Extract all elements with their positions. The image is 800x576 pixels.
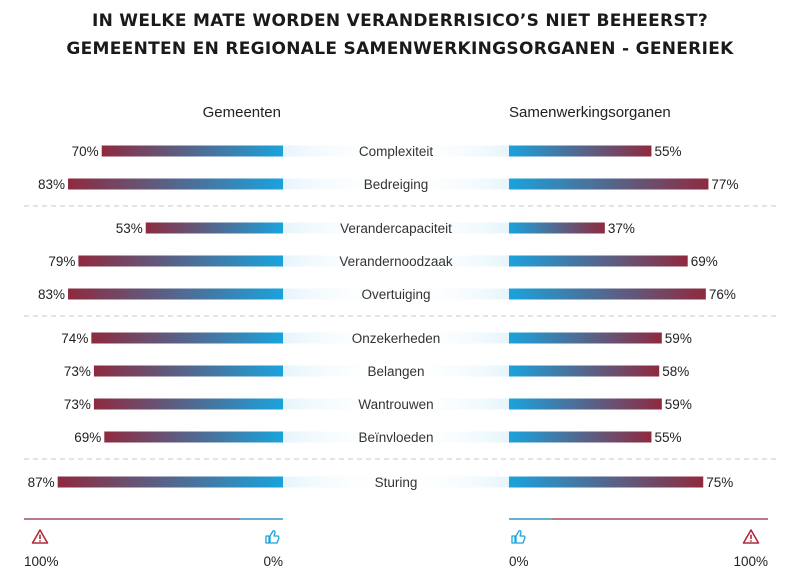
value-label-samenwerkingsorganen: 75%	[706, 475, 733, 490]
bar-gemeenten	[91, 332, 283, 344]
value-label-gemeenten: 69%	[74, 430, 101, 445]
bar-gemeenten	[78, 255, 283, 267]
row-band	[283, 145, 509, 157]
row-band	[283, 222, 509, 234]
value-label-samenwerkingsorganen: 77%	[711, 177, 738, 192]
category-label: Sturing	[375, 475, 418, 490]
bar-gemeenten	[101, 145, 283, 157]
value-label-gemeenten: 70%	[72, 144, 99, 159]
category-label: Complexiteit	[359, 144, 434, 159]
bar-samenwerkingsorganen	[509, 288, 706, 300]
row-band	[283, 255, 509, 267]
value-label-samenwerkingsorganen: 59%	[665, 331, 692, 346]
axis-label-left-min: 0%	[263, 554, 283, 569]
category-label: Overtuiging	[361, 287, 430, 302]
category-label: Beïnvloeden	[358, 430, 433, 445]
row-band	[283, 178, 509, 190]
value-label-gemeenten: 87%	[28, 475, 55, 490]
category-label: Belangen	[367, 364, 424, 379]
row-band	[283, 365, 509, 377]
bar-samenwerkingsorganen	[509, 365, 660, 377]
category-label: Bedreiging	[364, 177, 429, 192]
axis-label-left-max: 100%	[24, 554, 59, 569]
value-label-gemeenten: 83%	[38, 287, 65, 302]
axis-label-right-max: 100%	[733, 554, 768, 569]
row-band	[283, 288, 509, 300]
row-band	[283, 431, 509, 443]
bar-gemeenten	[57, 476, 283, 488]
axis-label-right-min: 0%	[509, 554, 529, 569]
value-label-gemeenten: 79%	[48, 254, 75, 269]
value-label-samenwerkingsorganen: 59%	[665, 397, 692, 412]
value-label-samenwerkingsorganen: 55%	[654, 430, 681, 445]
bar-gemeenten	[68, 288, 283, 300]
row-band	[283, 398, 509, 410]
category-label: Onzekerheden	[352, 331, 441, 346]
thumbs-up-icon	[511, 530, 526, 544]
warning-icon	[31, 529, 49, 544]
bar-samenwerkingsorganen	[509, 398, 662, 410]
row-band	[283, 332, 509, 344]
bar-gemeenten	[104, 431, 283, 443]
chart-title: IN WELKE MATE WORDEN VERANDERRISICO’S NI…	[92, 11, 708, 31]
bar-gemeenten	[93, 398, 284, 410]
bar-samenwerkingsorganen	[509, 255, 688, 267]
value-label-gemeenten: 73%	[64, 364, 91, 379]
value-label-gemeenten: 74%	[61, 331, 88, 346]
legend-gemeenten: Gemeenten	[203, 104, 281, 121]
bar-samenwerkingsorganen	[509, 476, 704, 488]
chart-subtitle: GEMEENTEN EN REGIONALE SAMENWERKINGSORGA…	[66, 39, 734, 59]
bar-samenwerkingsorganen	[509, 178, 709, 190]
bar-samenwerkingsorganen	[509, 145, 652, 157]
value-label-gemeenten: 73%	[64, 397, 91, 412]
bar-gemeenten	[68, 178, 283, 190]
bar-samenwerkingsorganen	[509, 431, 652, 443]
bar-gemeenten	[145, 222, 283, 234]
row-band	[283, 476, 509, 488]
value-label-gemeenten: 83%	[38, 177, 65, 192]
value-label-samenwerkingsorganen: 69%	[691, 254, 718, 269]
warning-icon	[742, 529, 760, 544]
bar-samenwerkingsorganen	[509, 332, 662, 344]
thumbs-up-icon	[265, 530, 280, 544]
bar-rows: 70% 55% Complexiteit 83% 77% Bedreiging 53% 37%…	[24, 144, 776, 490]
value-label-samenwerkingsorganen: 76%	[709, 287, 736, 302]
bar-gemeenten	[93, 365, 284, 377]
legend-samenwerkingsorganen: Samenwerkingsorganen	[509, 104, 671, 121]
value-label-samenwerkingsorganen: 58%	[662, 364, 689, 379]
value-label-samenwerkingsorganen: 37%	[608, 221, 635, 236]
chart-footer: 100% 0% 0% 100%	[24, 518, 768, 569]
value-label-samenwerkingsorganen: 55%	[654, 144, 681, 159]
category-label: Verandercapaciteit	[340, 221, 452, 236]
category-label: Wantrouwen	[358, 397, 433, 412]
bar-samenwerkingsorganen	[509, 222, 605, 234]
category-label: Verandernoodzaak	[339, 254, 453, 269]
value-label-gemeenten: 53%	[116, 221, 143, 236]
